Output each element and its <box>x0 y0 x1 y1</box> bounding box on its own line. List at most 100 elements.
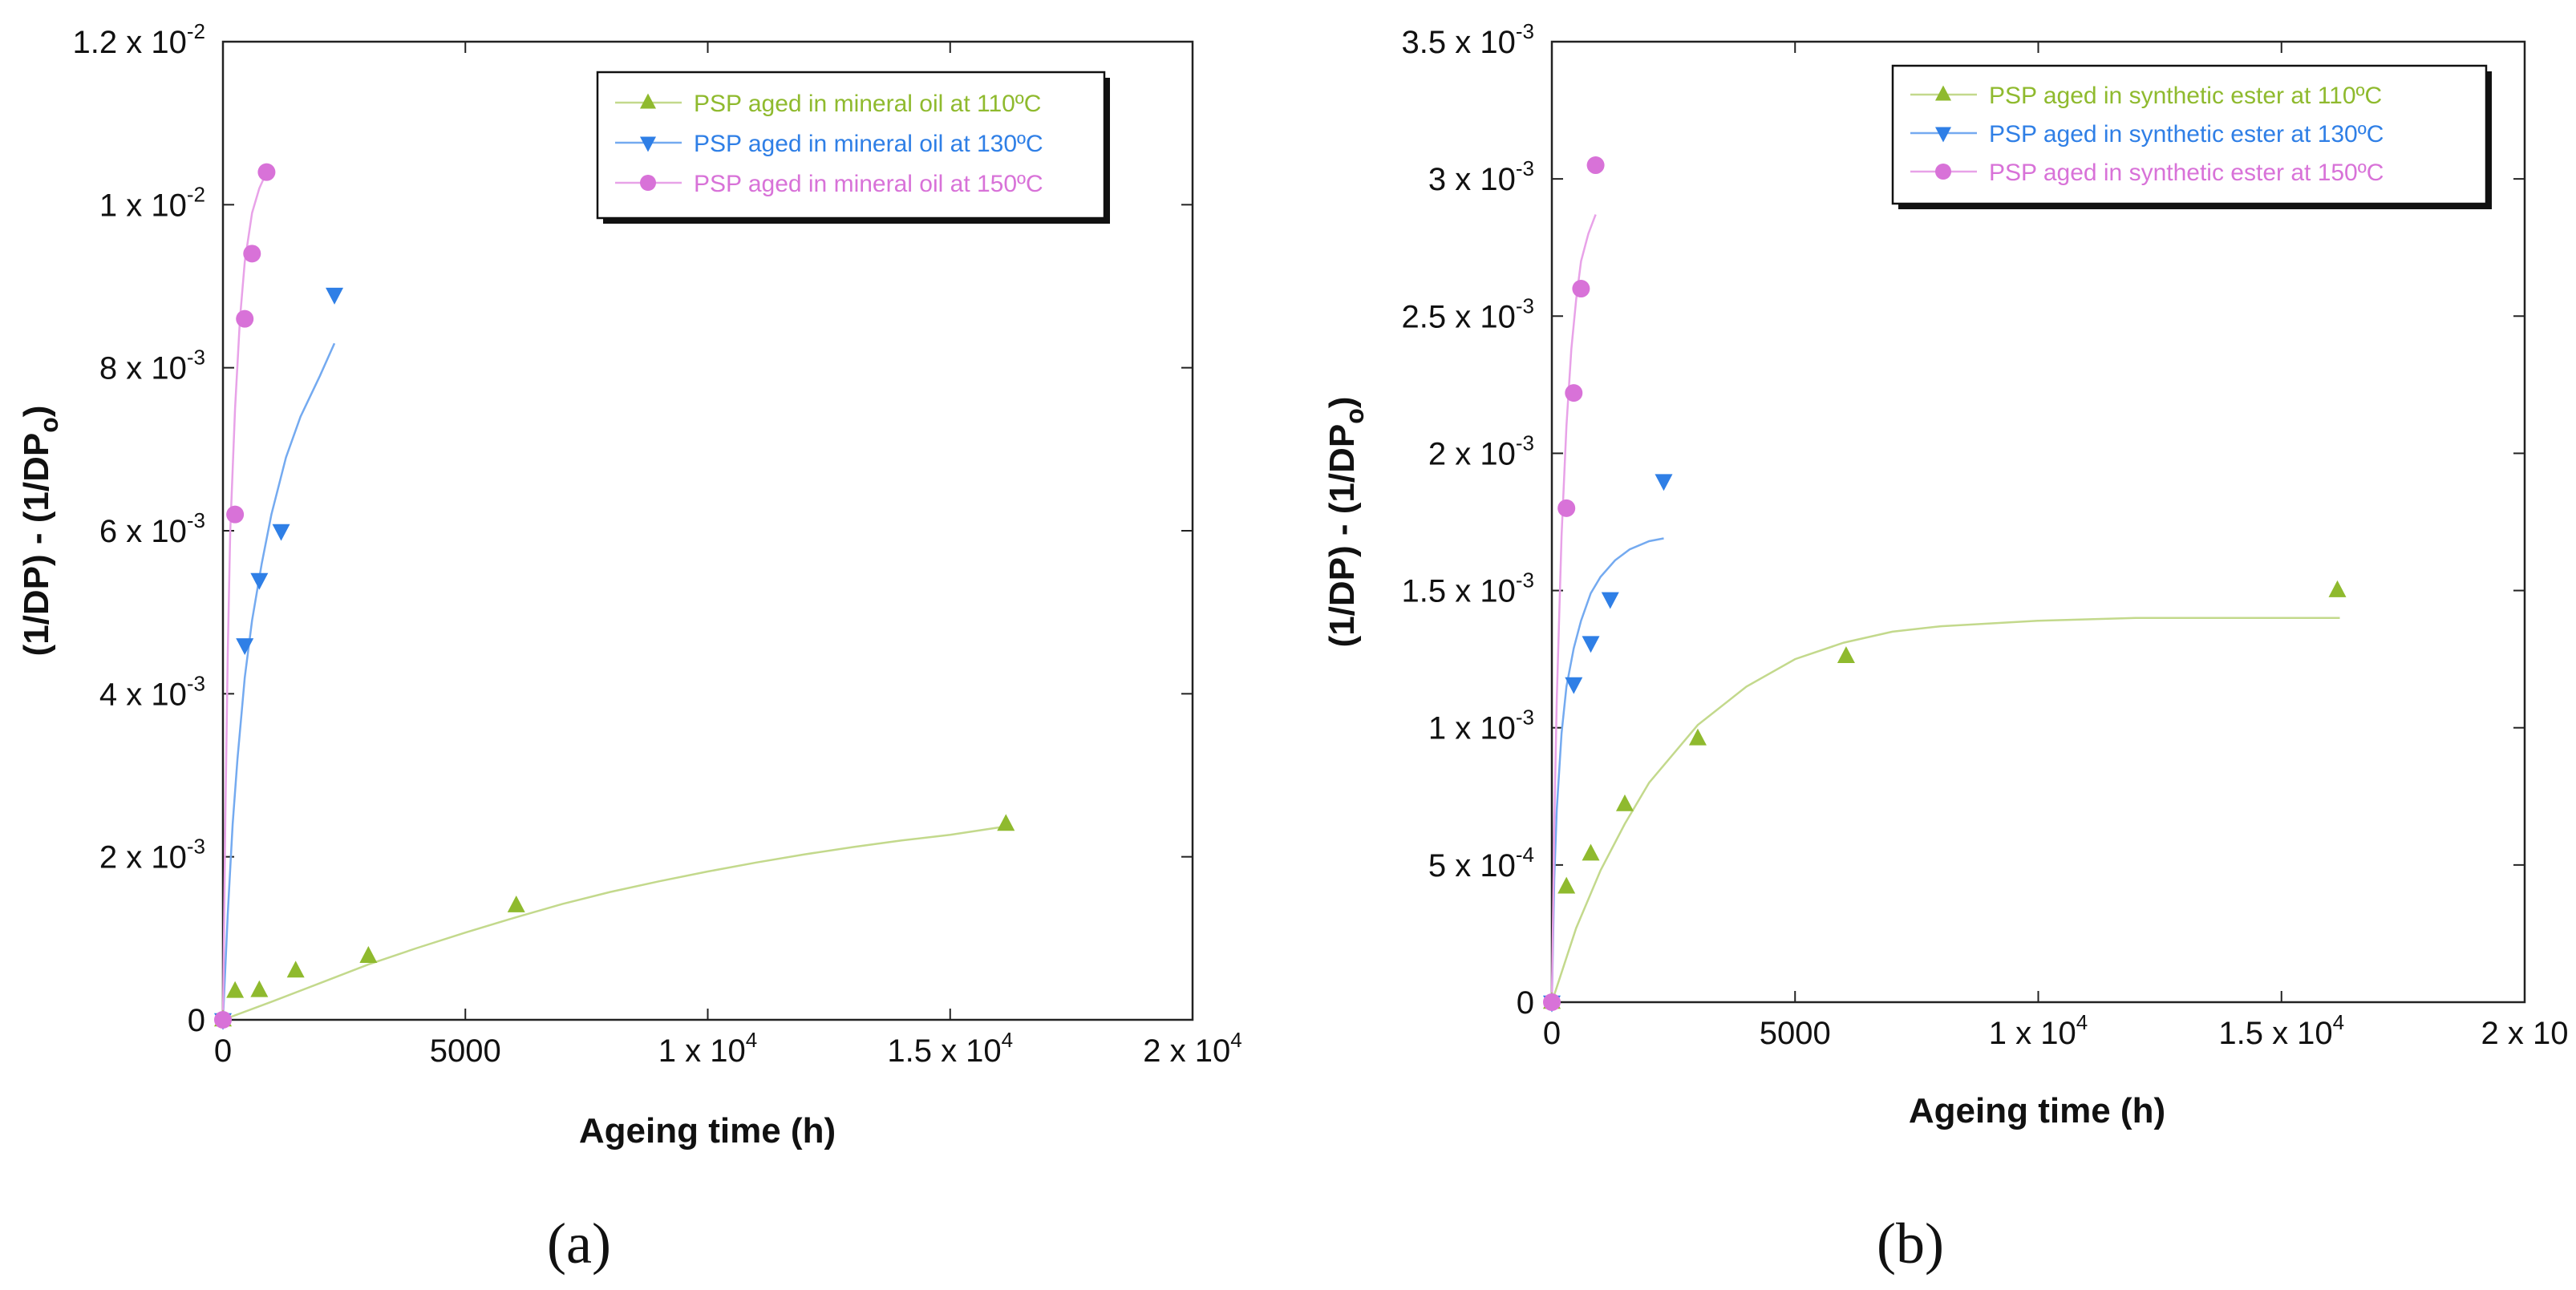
panel-a-x-axis-title: Ageing time (h) <box>579 1111 836 1150</box>
panel-a-series-3-point <box>243 245 261 263</box>
panel-a-legend-label: PSP aged in mineral oil at 110ºC <box>694 91 1041 117</box>
panel-a-y-tick-label: 6 x 10-3 <box>99 508 205 549</box>
panel-a-legend-marker <box>640 175 656 191</box>
panel-a-x-tick-label: 1.5 x 104 <box>887 1028 1013 1069</box>
panel-b-x-tick-label: 1.5 x 104 <box>2218 1010 2344 1051</box>
panel-a-series-1-point <box>359 946 378 963</box>
panel-b-y-tick-label-base: 5 x 10 <box>1428 848 1516 884</box>
panel-b-y-tick-label: 2.5 x 10-3 <box>1402 293 1534 334</box>
panel-b-y-tick-label: 1.5 x 10-3 <box>1402 568 1534 609</box>
panel-a-x-tick-label-base: 5000 <box>430 1033 501 1069</box>
panel-b-y-axis-title-main: (1/DP) - (1/DP <box>1322 424 1362 648</box>
panel-a-y-tick-label-base: 2 x 10 <box>99 840 187 876</box>
panel-a-series-1-point <box>250 980 269 997</box>
panel-a-y-tick-label-base: 6 x 10 <box>99 514 187 549</box>
panel-a-y-tick-label: 2 x 10-3 <box>99 835 205 876</box>
panel-b-x-tick-label-base: 1 x 10 <box>1989 1016 2076 1051</box>
panel-b-legend: PSP aged in synthetic ester at 110ºC PSP … <box>1891 64 2492 209</box>
panel-b-y-tick-label-exponent: -3 <box>1516 293 1534 317</box>
panel-a-legend-label: PSP aged in mineral oil at 130ºC <box>694 131 1043 157</box>
panel-b-y-tick-label: 1 x 10-3 <box>1428 706 1534 746</box>
panel-b-y-axis-title-close: ) <box>1322 397 1362 409</box>
panel-a-x-tick-label-base: 1.5 x 10 <box>887 1033 1001 1069</box>
panel-a-series-2-point <box>250 572 269 590</box>
panel-a-x-tick-label-base: 1 x 10 <box>658 1033 746 1069</box>
panel-a-legend-label: PSP aged in mineral oil at 150ºC <box>694 171 1043 197</box>
panel-a-y-tick-label-base: 4 x 10 <box>99 677 187 712</box>
panel-b-x-tick-label-base: 1.5 x 10 <box>2218 1016 2332 1051</box>
panel-a-fit-lines <box>221 172 1009 1021</box>
panel-b-legend-label: PSP aged in synthetic ester at 150ºC <box>1989 160 2384 186</box>
panel-b-x-tick-label-base: 2 x 10 <box>2481 1016 2569 1051</box>
panel-b-y-tick-label-exponent: -4 <box>1516 843 1534 867</box>
panel-a-x-tick-label-exponent: 4 <box>746 1028 757 1052</box>
panel-a-series-2-fit-line <box>221 342 336 1021</box>
panel-a-y-tick-label: 1.2 x 10-2 <box>73 19 205 60</box>
panel-a-series-3-point <box>226 505 245 524</box>
panel-b-series-1-point <box>1582 843 1600 861</box>
panel-a-legend-box <box>596 71 1106 220</box>
panel-a-series-1-point <box>997 814 1015 831</box>
panel-b-y-axis-title-sub: o <box>1340 408 1369 424</box>
panel-a-y-axis-title-main: (1/DP) - (1/DP <box>17 433 56 657</box>
panel-b-series-1-point <box>1557 876 1576 894</box>
panel-b-legend-label: PSP aged in synthetic ester at 110ºC <box>1989 83 2382 109</box>
panel-a-x-tick-label-base: 2 x 10 <box>1143 1033 1230 1069</box>
panel-b-y-tick-label: 0 <box>1517 985 1534 1021</box>
panel-a-x-tick-label: 5000 <box>430 1033 501 1069</box>
panel-b-series-3-point <box>1565 384 1583 402</box>
panel-a-series-1-point <box>226 981 245 998</box>
panel-a-y-tick-label: 8 x 10-3 <box>99 346 205 386</box>
panel-a-x-tick-label: 2 x 104 <box>1143 1028 1241 1069</box>
panel-b-legend-marker <box>1935 127 1951 143</box>
panel-a-y-tick-label-exponent: -2 <box>187 19 205 43</box>
panel-a-y-tick-label: 1 x 10-2 <box>99 182 205 223</box>
panel-b-x-tick-label-exponent: 4 <box>2333 1010 2344 1034</box>
panel-a-y-tick-label: 0 <box>188 1003 205 1038</box>
panel-b-series-2-point <box>1565 677 1583 694</box>
panel-b-series-1-point <box>1615 794 1634 811</box>
panel-b-x-tick-label: 1 x 104 <box>1989 1010 2088 1051</box>
panel-a-y-axis-title-sub: o <box>34 417 63 433</box>
panel-b-y-tick-label-base: 0 <box>1517 985 1534 1021</box>
panel-a-y-tick-label-exponent: -2 <box>187 182 205 206</box>
panel-a-series-1-point <box>286 960 305 978</box>
panel-a-y-tick-label-exponent: -3 <box>187 671 205 695</box>
panel-b-y-tick-label: 3 x 10-3 <box>1428 156 1534 197</box>
panel-a-series-3-point <box>236 309 254 328</box>
panel-b-series-2-point <box>1582 636 1600 653</box>
panel-b-y-axis-title: (1/DP) - (1/DPo) <box>1322 397 1369 648</box>
panel-a-y-tick-label-exponent: -3 <box>187 835 205 859</box>
panel-b-x-axis-title: Ageing time (h) <box>1909 1091 2165 1130</box>
panel-a-x-tick-label-base: 0 <box>214 1033 232 1069</box>
panel-b-series-2-point <box>1601 592 1619 609</box>
panel-b-x-tick-label: 2 x 10 <box>2481 1016 2569 1051</box>
panel-a-y-tick-label-base: 1.2 x 10 <box>73 25 187 60</box>
panel-a-y-tick-label-exponent: -3 <box>187 508 205 532</box>
panel-a-series-1-point <box>507 896 525 912</box>
panel-a-y-tick-label-base: 0 <box>188 1003 205 1038</box>
panel-b-y-tick-label-exponent: -3 <box>1516 431 1534 455</box>
panel-b-legend-box <box>1891 64 2488 205</box>
panel-b-series-3-point <box>1543 993 1561 1011</box>
panel-b-series-1-point <box>1837 646 1855 663</box>
panel-b-y-tick-label: 5 x 10-4 <box>1428 843 1534 884</box>
panel-b-x-tick-label-base: 5000 <box>1760 1016 1831 1051</box>
panel-b-x-tick-label: 0 <box>1543 1016 1561 1051</box>
panel-a-label: (a) <box>547 1211 611 1276</box>
panel-a-legend-marker <box>640 136 656 152</box>
panel-b-y-tick-label: 2 x 10-3 <box>1428 431 1534 471</box>
panel-a-x-tick-label-exponent: 4 <box>1230 1028 1241 1052</box>
panel-b-series-2-point <box>1655 474 1673 491</box>
panel-a-legend-marker <box>640 93 656 109</box>
panel-b-series-2-fit-line <box>1550 537 1664 1003</box>
panel-a-y-tick-label-base: 8 x 10 <box>99 351 187 386</box>
panel-b-series-1-point <box>2328 580 2347 597</box>
panel-a-y-tick-label-exponent: -3 <box>187 346 205 370</box>
panel-a-y-axis-title-close: ) <box>17 406 56 418</box>
